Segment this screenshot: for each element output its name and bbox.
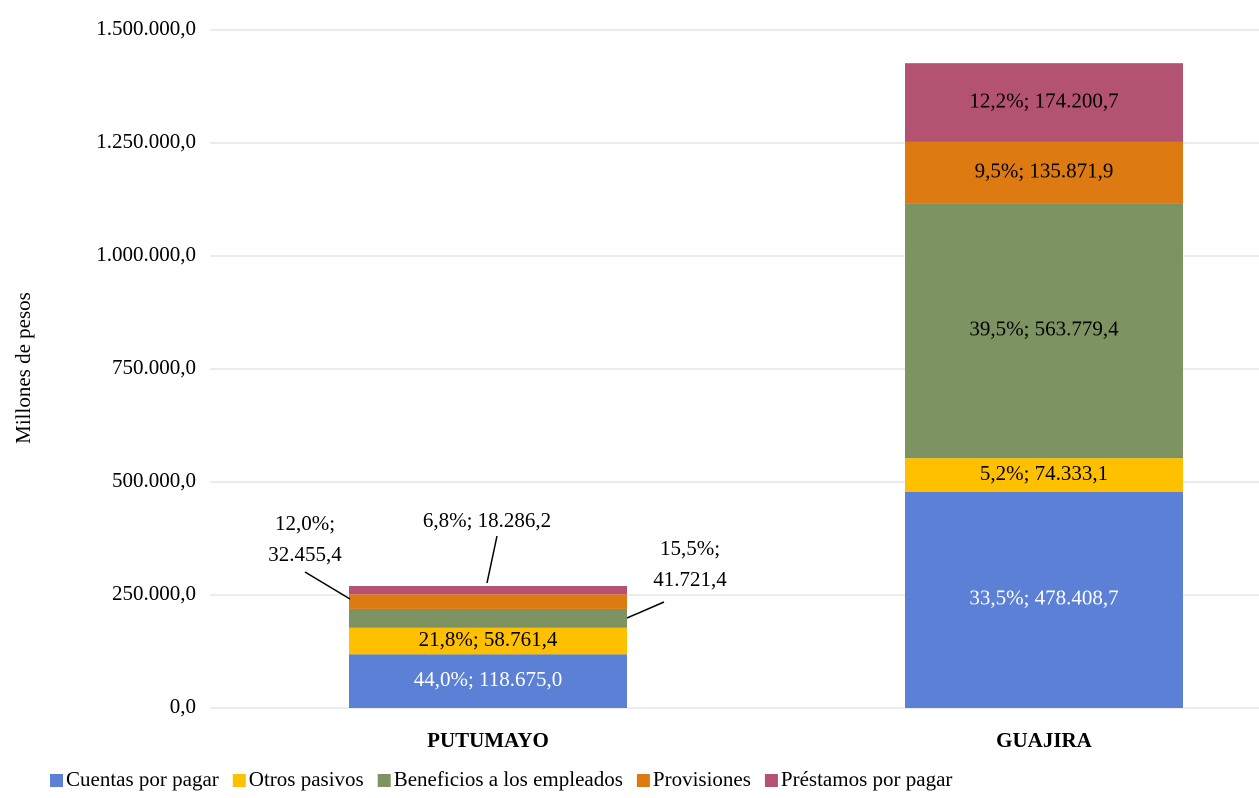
bar-segment — [349, 608, 627, 628]
data-label: 44,0%; 118.675,0 — [414, 667, 563, 691]
bar-segment — [349, 586, 627, 595]
bar-segment — [905, 141, 1183, 204]
bar-segment — [349, 627, 627, 655]
y-tick-label: 1.500.000,0 — [96, 16, 196, 40]
legend-label: Beneficios a los empleados — [394, 767, 623, 791]
bar-segment — [349, 594, 627, 609]
x-tick-label: GUAJIRA — [996, 728, 1093, 752]
y-tick-label: 250.000,0 — [112, 581, 196, 605]
y-tick-label: 1.000.000,0 — [96, 242, 196, 266]
y-tick-label: 0,0 — [170, 694, 196, 718]
y-axis-title: Millones de pesos — [11, 292, 35, 444]
bar-segment — [905, 203, 1183, 459]
data-label: 39,5%; 563.779,4 — [969, 317, 1119, 341]
data-label: 12,0%; 32.455,4 — [268, 511, 342, 566]
data-label: 12,2%; 174.200,7 — [969, 88, 1118, 112]
bar-segment — [905, 491, 1183, 708]
bar-segment — [905, 458, 1183, 492]
legend-swatch — [636, 774, 650, 787]
legend-label: Cuentas por pagar — [66, 767, 219, 791]
data-label: 33,5%; 478.408,7 — [969, 586, 1118, 610]
leader-line — [486, 535, 498, 584]
data-label: 21,8%; 58.761,4 — [419, 627, 558, 651]
data-label: 6,8%; 18.286,2 — [423, 508, 551, 532]
legend-label: Otros pasivos — [249, 767, 364, 791]
legend-swatch — [764, 774, 778, 787]
y-tick-label: 500.000,0 — [112, 468, 196, 492]
legend-label: Préstamos por pagar — [781, 767, 952, 791]
y-tick-label: 750.000,0 — [112, 355, 196, 379]
y-tick-label: 1.250.000,0 — [96, 129, 196, 153]
legend-swatch — [377, 774, 391, 787]
data-label: 15,5%; 41.721,4 — [653, 536, 727, 591]
bar-segment — [349, 654, 627, 708]
data-label: 5,2%; 74.333,1 — [980, 461, 1108, 485]
leader-line — [304, 571, 351, 600]
bar-segment — [905, 63, 1183, 142]
legend-swatch — [50, 774, 63, 787]
data-label: 9,5%; 135.871,9 — [975, 158, 1114, 182]
legend-swatch — [232, 774, 246, 787]
x-tick-label: PUTUMAYO — [427, 728, 549, 752]
leader-line — [626, 601, 665, 619]
legend-label: Provisiones — [653, 767, 751, 791]
